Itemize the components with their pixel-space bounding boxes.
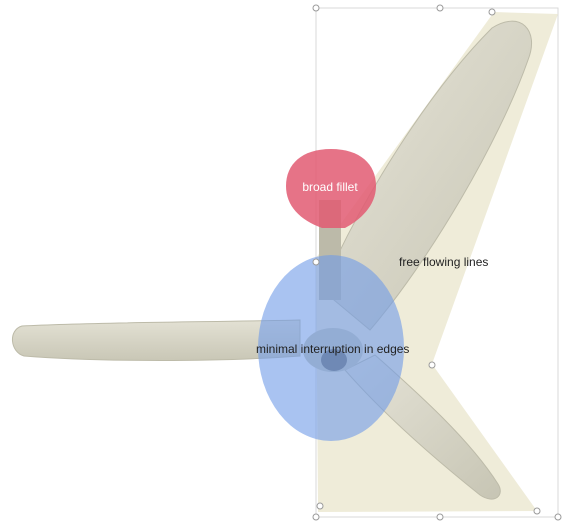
handle-icon[interactable] bbox=[436, 4, 444, 12]
fillet-label: broad fillet bbox=[302, 180, 358, 194]
handle-icon[interactable] bbox=[312, 258, 320, 266]
handle-icon[interactable] bbox=[312, 4, 320, 12]
handle-icon[interactable] bbox=[428, 361, 436, 369]
handle-icon[interactable] bbox=[312, 513, 320, 521]
selection-handles bbox=[312, 4, 562, 521]
fillet-highlight[interactable] bbox=[286, 149, 376, 228]
handle-icon[interactable] bbox=[436, 513, 444, 521]
flowing-lines-label: free flowing lines bbox=[399, 255, 488, 269]
edges-label: minimal interruption in edges bbox=[256, 342, 409, 356]
handle-icon[interactable] bbox=[533, 507, 541, 515]
handle-icon[interactable] bbox=[488, 8, 496, 16]
fan-blade-left bbox=[12, 319, 301, 361]
handle-icon[interactable] bbox=[554, 513, 562, 521]
handle-icon[interactable] bbox=[316, 502, 324, 510]
fan-blade-upper bbox=[321, 20, 533, 331]
edges-highlight[interactable] bbox=[258, 255, 404, 441]
